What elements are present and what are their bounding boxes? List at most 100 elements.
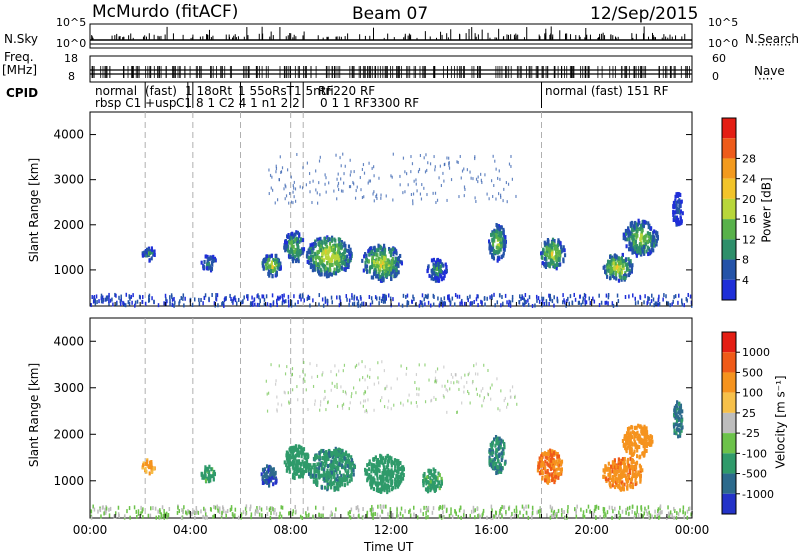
power-data-cell (498, 231, 501, 236)
velocity-data-cell (320, 466, 324, 471)
power-ground-cell (258, 295, 260, 300)
velocity-scatter-cell (461, 401, 463, 405)
power-ground-cell (299, 293, 302, 298)
power-scatter-cell (508, 162, 511, 166)
power-ground-cell (549, 293, 552, 298)
velocity-scatter-cell (468, 371, 470, 375)
velocity-ground-cell (213, 504, 215, 509)
velocity-data-cell (269, 473, 272, 478)
velocity-data-cell (540, 456, 543, 461)
power-data-cell (344, 255, 347, 260)
power-data-cell (329, 268, 332, 273)
velocity-scatter-cell (366, 410, 368, 414)
velocity-ground-cell (301, 515, 304, 520)
power-data-cell (637, 248, 640, 253)
power-scatter-cell (474, 196, 476, 200)
velocity-ground-cell (372, 507, 375, 512)
velocity-ground-cell (648, 515, 650, 520)
power-data-cell (612, 256, 616, 261)
power-ground-cell (290, 303, 293, 308)
power-data-cell (630, 268, 633, 273)
power-data-cell (395, 256, 398, 261)
power-data-cell (381, 260, 384, 265)
power-scatter-cell (448, 161, 450, 165)
velocity-ground-cell (93, 507, 96, 512)
power-data-cell (624, 228, 628, 233)
velocity-ground-cell (560, 512, 563, 517)
velocity-data-cell (317, 462, 321, 467)
power-data-cell (295, 236, 298, 241)
power-scatter-cell (404, 190, 406, 194)
power-data-cell (311, 257, 315, 262)
power-scatter-cell (424, 170, 427, 174)
velocity-ground-cell (443, 504, 446, 509)
velocity-ground-cell (505, 510, 507, 515)
power-data-cell (648, 236, 651, 241)
velocity-data-cell (371, 479, 374, 484)
power-ground-cell (402, 293, 405, 298)
velocity-data-cell (544, 466, 547, 471)
velocity-scatter-cell (336, 404, 339, 408)
velocity-data-cell (372, 457, 375, 462)
power-data-cell (545, 252, 549, 257)
velocity-data-cell (401, 470, 404, 475)
power-ground-cell (106, 297, 108, 302)
velocity-data-cell (328, 454, 332, 459)
freq-strip (89, 55, 693, 83)
power-ground-cell (545, 299, 548, 304)
power-data-cell (365, 253, 368, 258)
velocity-ground-cell (133, 505, 136, 510)
velocity-data-cell (342, 473, 345, 478)
power-data-cell (307, 250, 310, 255)
velocity-scatter-cell (424, 363, 426, 367)
power-data-cell (558, 249, 562, 254)
power-data-cell (493, 228, 496, 233)
power-scatter-cell (399, 174, 401, 178)
velocity-scatter-cell (292, 388, 294, 392)
velocity-scatter-cell (410, 401, 412, 405)
power-ground-cell (545, 301, 548, 306)
velocity-ground-cell (451, 514, 454, 519)
power-ground-cell (129, 296, 131, 301)
velocity-data-cell (641, 468, 644, 473)
power-scatter-cell (306, 161, 308, 165)
velocity-data-cell (560, 459, 564, 464)
power-scatter-cell (442, 171, 444, 175)
power-ground-cell (611, 301, 614, 306)
velocity-ground-cell (374, 511, 377, 516)
power-data-cell (347, 262, 350, 267)
velocity-data-cell (325, 460, 328, 465)
power-data-cell (344, 257, 347, 262)
power-ground-cell (637, 300, 639, 305)
velocity-data-cell (501, 454, 504, 459)
power-data-cell (495, 234, 498, 239)
velocity-data-cell (500, 458, 503, 463)
velocity-scatter-cell (341, 404, 343, 408)
power-ground-cell (650, 299, 653, 304)
velocity-scatter-cell (319, 403, 322, 407)
power-ground-cell (592, 296, 594, 301)
power-data-cell (639, 226, 642, 231)
velocity-data-cell (294, 444, 298, 449)
velocity-data-cell (546, 473, 550, 478)
velocity-data-cell (422, 473, 425, 478)
power-data-cell (385, 263, 388, 268)
velocity-scatter-cell (363, 392, 365, 396)
velocity-ground-cell (619, 513, 622, 518)
power-data-cell (551, 245, 554, 250)
power-data-cell (212, 254, 215, 259)
power-data-cell (210, 256, 213, 261)
velocity-scatter-cell (367, 386, 369, 390)
velocity-data-cell (341, 458, 344, 463)
power-data-cell (426, 269, 429, 274)
power-ground-cell (318, 293, 321, 298)
power-scatter-cell (495, 167, 497, 171)
velocity-ground-cell (349, 510, 351, 515)
velocity-data-cell (612, 477, 615, 482)
velocity-data-cell (376, 481, 379, 486)
power-data-cell (678, 204, 681, 209)
velocity-data-cell (627, 473, 631, 478)
power-ground-cell (250, 301, 252, 306)
power-ground-cell (297, 300, 299, 305)
velocity-data-cell (297, 459, 301, 464)
